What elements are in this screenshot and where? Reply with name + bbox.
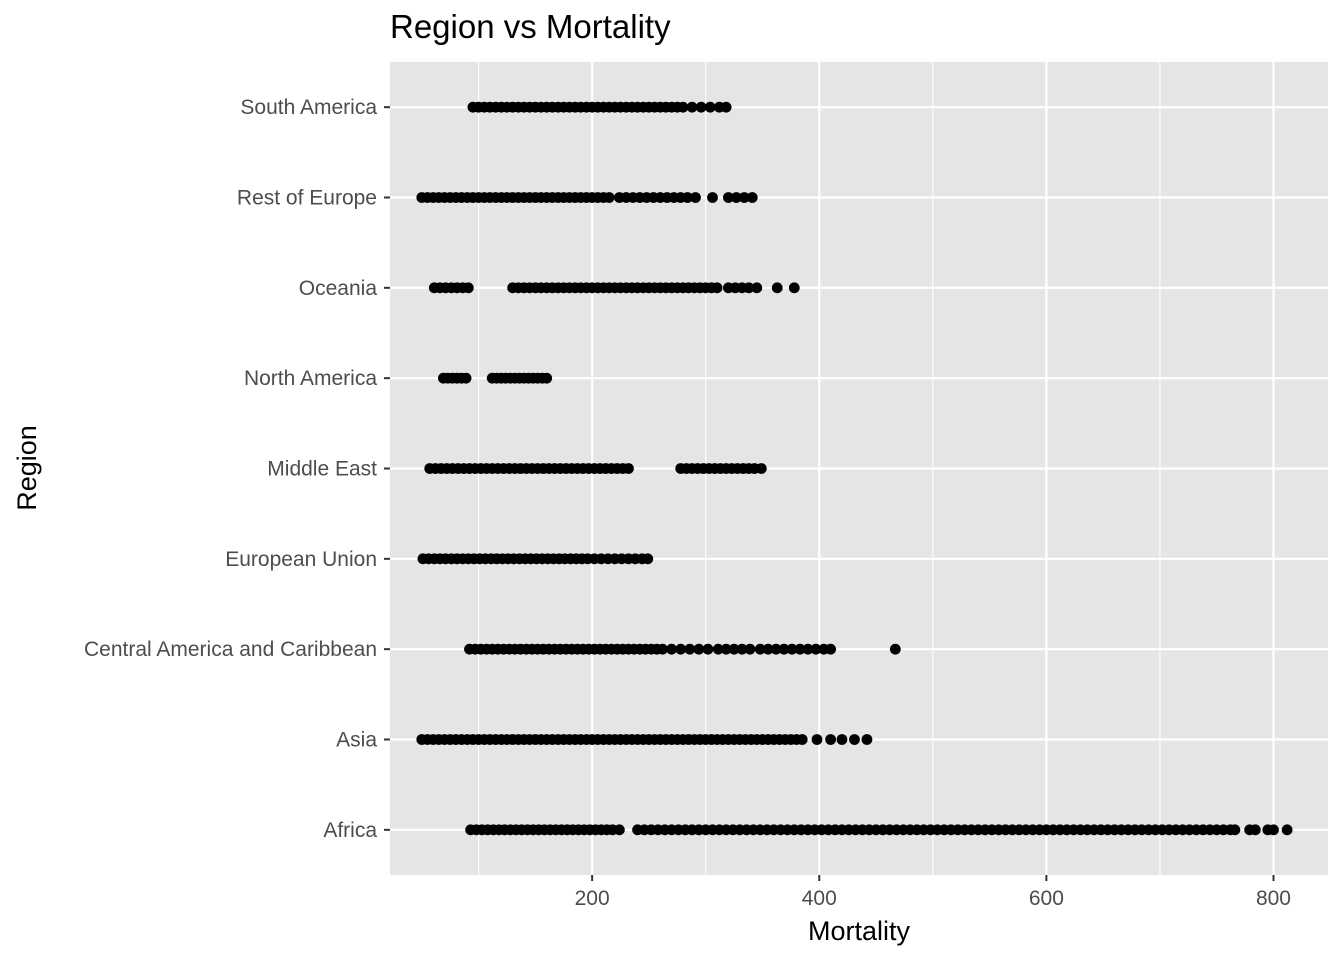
data-point [682, 192, 693, 203]
data-point [462, 282, 474, 294]
x-tick-label: 200 [575, 887, 610, 910]
y-tick-label: North America [244, 367, 377, 390]
data-point [825, 643, 837, 655]
y-tick-label: Asia [336, 729, 377, 752]
y-tick-label: Central America and Caribbean [84, 638, 377, 661]
data-point [723, 192, 734, 203]
data-point [730, 192, 742, 203]
data-point [743, 282, 755, 294]
y-tick-label: Middle East [267, 458, 377, 481]
y-axis-title: Region [12, 425, 42, 511]
data-point [720, 643, 732, 655]
data-point [1249, 824, 1261, 836]
data-point [825, 734, 837, 745]
data-point [684, 643, 696, 655]
x-tick-label: 800 [1256, 887, 1291, 910]
data-point [720, 101, 732, 113]
data-point [704, 101, 716, 113]
data-point [849, 734, 860, 745]
data-point [686, 101, 698, 113]
data-point [736, 643, 748, 655]
y-tick-label: Africa [323, 819, 377, 842]
x-tick-label: 600 [1029, 887, 1064, 910]
data-point [861, 734, 873, 745]
data-point [796, 734, 808, 745]
data-point [754, 643, 766, 655]
y-tick-label: Rest of Europe [237, 187, 377, 210]
data-point [811, 734, 823, 745]
data-point [541, 372, 553, 384]
data-point [1229, 824, 1241, 836]
data-point [690, 192, 701, 203]
data-point [744, 643, 756, 655]
data-point [657, 643, 668, 655]
data-point [755, 463, 767, 474]
data-point [786, 643, 798, 655]
data-point [810, 643, 822, 655]
data-point [460, 372, 472, 384]
data-point [707, 192, 718, 203]
y-tick-label: South America [240, 96, 377, 119]
x-axis-title: Mortality [808, 916, 911, 946]
data-point [613, 824, 625, 836]
data-point [702, 643, 714, 655]
data-point [711, 282, 723, 294]
data-point [746, 192, 758, 203]
data-point [738, 192, 750, 203]
data-point [623, 463, 634, 474]
data-point [802, 643, 814, 655]
data-point [889, 643, 901, 655]
data-point [695, 101, 707, 113]
data-point [778, 643, 790, 655]
data-point [675, 643, 687, 655]
data-point [693, 643, 705, 655]
data-point [836, 734, 848, 745]
data-point [677, 101, 689, 113]
data-point [751, 282, 763, 294]
y-tick-label: Oceania [299, 277, 378, 300]
data-point [712, 643, 724, 655]
data-points [416, 101, 1293, 836]
data-point [1268, 824, 1279, 836]
data-point [770, 643, 782, 655]
chart-title: Region vs Mortality [390, 8, 671, 45]
data-point [1281, 824, 1293, 836]
data-point [762, 643, 774, 655]
data-point [771, 282, 783, 294]
axes: 200 400 600 800 Africa Asia Central America an… [84, 96, 1291, 910]
data-point [728, 643, 740, 655]
y-tick-label: European Union [225, 548, 377, 571]
data-point [642, 553, 654, 565]
data-point [794, 643, 806, 655]
data-point [603, 192, 615, 203]
data-point [788, 282, 800, 294]
data-point [666, 643, 678, 655]
x-tick-label: 400 [802, 887, 837, 910]
